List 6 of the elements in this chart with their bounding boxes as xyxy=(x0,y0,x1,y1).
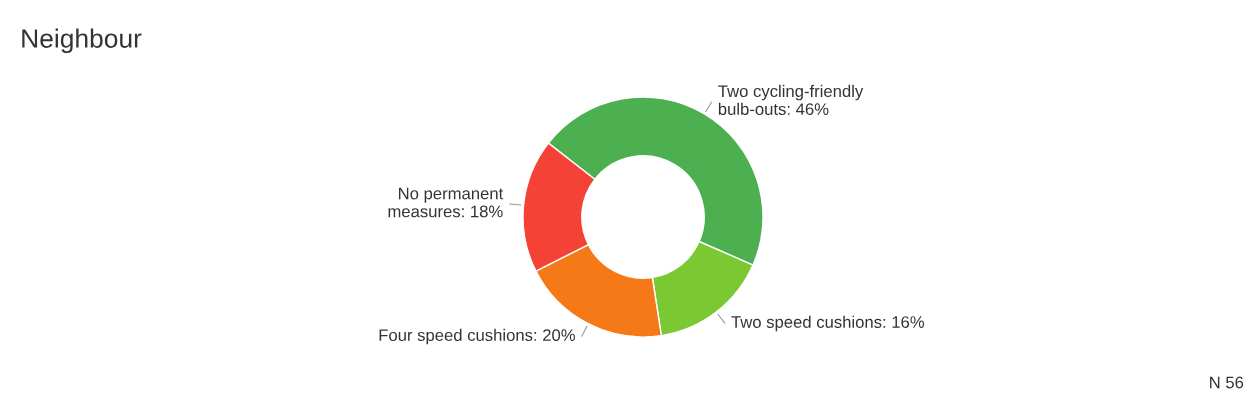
text: N 56 xyxy=(1210,376,1244,389)
slice-label: Four speed cushions: 20% xyxy=(379,328,575,345)
slice-label: Two cycling-friendly bulb-outs: 46% xyxy=(718,84,864,116)
text: Neighbour xyxy=(22,28,142,54)
slice-label: Two speed cushions: 16% xyxy=(731,315,925,332)
slice-label: No permanent measures: 18% xyxy=(388,187,504,218)
